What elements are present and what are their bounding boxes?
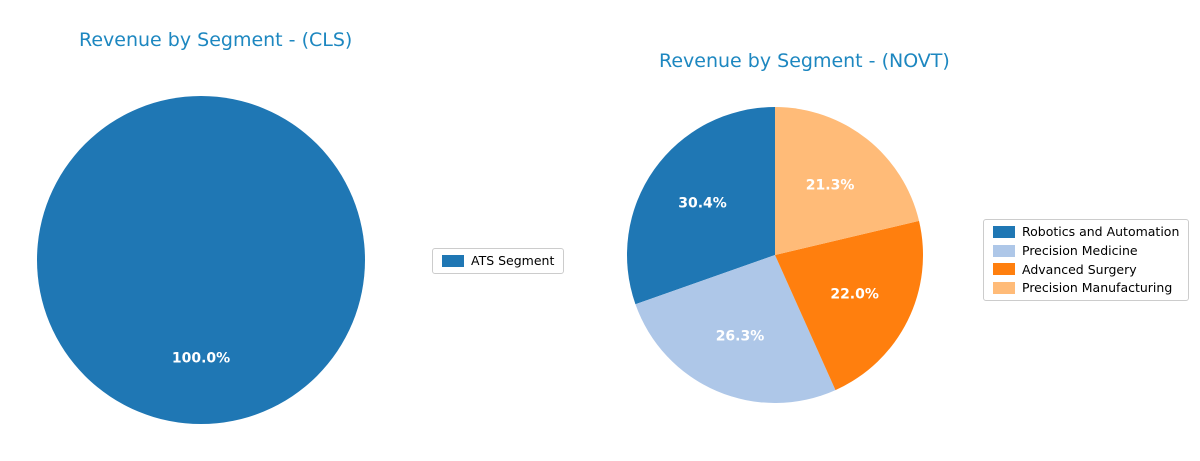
legend-item-2: Advanced Surgery bbox=[993, 261, 1179, 277]
legend-label: Robotics and Automation bbox=[1022, 224, 1180, 239]
legend-swatch-icon bbox=[993, 225, 1015, 238]
chart-title-novt: Revenue by Segment - (NOVT) bbox=[659, 50, 950, 72]
pie-slice-0 bbox=[37, 96, 365, 424]
chart-title-cls: Revenue by Segment - (CLS) bbox=[79, 29, 353, 51]
pie-chart-novt: 30.4% 26.3% 22.0% 21.3% bbox=[627, 107, 923, 403]
pie-slice-1 bbox=[635, 255, 836, 403]
legend-cls: ATS Segment bbox=[432, 248, 565, 274]
legend-swatch-icon bbox=[993, 282, 1015, 295]
pie-slice-2 bbox=[775, 220, 923, 391]
pie-percent-label-0: 30.4% bbox=[678, 196, 727, 212]
legend-swatch-icon bbox=[993, 263, 1015, 276]
legend-label: ATS Segment bbox=[471, 253, 555, 268]
legend-swatch-icon bbox=[442, 254, 464, 267]
legend-swatch-icon bbox=[993, 244, 1015, 257]
pie-chart-cls: 100.0% bbox=[37, 96, 365, 424]
legend-item-0: ATS Segment bbox=[442, 254, 554, 268]
pie-percent-label-2: 22.0% bbox=[830, 286, 879, 302]
pie-percent-label-1: 26.3% bbox=[716, 329, 765, 345]
legend-label: Advanced Surgery bbox=[1022, 261, 1137, 277]
pie-percent-label-3: 21.3% bbox=[806, 177, 855, 193]
legend-item-3: Precision Manufacturing bbox=[993, 281, 1179, 295]
legend-item-0: Robotics and Automation bbox=[993, 225, 1179, 239]
pie-slice-0 bbox=[627, 107, 775, 305]
legend-novt: Robotics and Automation Precision Medicin… bbox=[983, 219, 1190, 301]
pie-percent-label-0: 100.0% bbox=[172, 350, 230, 366]
legend-label: Precision Medicine bbox=[1022, 242, 1138, 258]
legend-label: Precision Manufacturing bbox=[1022, 280, 1173, 296]
legend-item-1: Precision Medicine bbox=[993, 242, 1179, 258]
pie-slice-3 bbox=[775, 107, 920, 255]
